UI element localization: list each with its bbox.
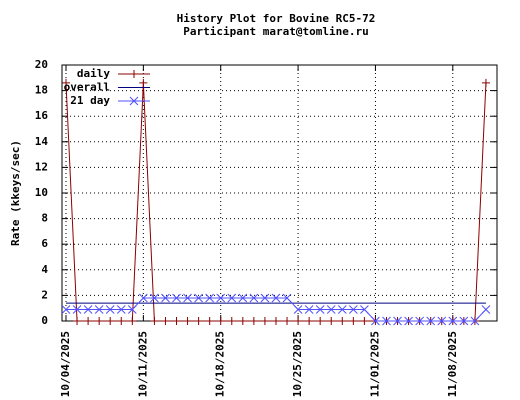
data-point xyxy=(249,293,259,303)
data-point xyxy=(426,316,436,326)
data-point xyxy=(294,317,303,325)
data-point xyxy=(338,317,347,325)
data-point xyxy=(415,316,424,326)
data-point xyxy=(62,78,70,87)
data-point xyxy=(205,293,215,303)
data-point xyxy=(326,305,336,314)
data-point xyxy=(360,305,369,314)
data-point xyxy=(61,305,71,314)
data-point xyxy=(183,317,192,325)
data-point xyxy=(116,305,126,314)
data-point xyxy=(448,316,458,326)
data-point xyxy=(150,317,159,325)
data-point xyxy=(139,78,148,87)
data-point xyxy=(283,317,292,325)
y-tick-label: 20 xyxy=(35,58,48,71)
data-point xyxy=(282,293,292,303)
data-point xyxy=(194,317,203,325)
y-tick-label: 6 xyxy=(41,237,48,250)
data-point xyxy=(459,316,469,326)
data-point xyxy=(481,305,491,314)
data-point xyxy=(404,316,413,326)
x-tick-label: 10/18/2025 xyxy=(214,331,227,397)
data-point xyxy=(238,317,247,325)
data-point xyxy=(293,305,303,314)
data-point xyxy=(106,317,115,325)
data-point xyxy=(238,293,248,303)
data-point xyxy=(216,293,226,303)
legend-marker xyxy=(130,70,138,78)
data-point xyxy=(73,317,82,325)
data-point xyxy=(360,317,369,325)
data-point xyxy=(161,293,170,303)
data-point xyxy=(305,317,314,325)
data-point xyxy=(172,293,181,303)
data-point xyxy=(470,316,480,326)
data-point xyxy=(161,317,170,325)
y-tick-label: 18 xyxy=(35,84,48,97)
data-point xyxy=(371,316,380,326)
data-point xyxy=(349,317,358,325)
data-point xyxy=(393,316,402,326)
legend-label: daily xyxy=(77,67,110,80)
data-point xyxy=(183,293,192,303)
data-point xyxy=(327,317,336,325)
legend-marker xyxy=(129,96,139,106)
chart-subtitle: Participant marat@tomline.ru xyxy=(183,25,368,38)
x-tick-label: 10/25/2025 xyxy=(291,331,304,397)
data-point xyxy=(83,305,93,314)
data-point xyxy=(437,316,447,326)
x-tick-label: 10/04/2025 xyxy=(59,331,72,397)
y-tick-label: 4 xyxy=(41,263,48,276)
data-point xyxy=(227,293,237,303)
data-point xyxy=(216,317,225,325)
data-point xyxy=(150,293,159,303)
y-tick-label: 14 xyxy=(35,135,49,148)
y-tick-label: 0 xyxy=(41,314,48,327)
y-axis-label: Rate (kkeys/sec) xyxy=(9,140,22,246)
y-tick-label: 8 xyxy=(41,212,48,225)
data-point xyxy=(172,317,181,325)
data-point xyxy=(105,305,115,314)
data-point xyxy=(205,317,214,325)
data-point xyxy=(260,293,270,303)
y-tick-label: 16 xyxy=(35,109,49,122)
data-point xyxy=(271,317,280,325)
data-point xyxy=(128,317,137,325)
x-tick-label: 11/01/2025 xyxy=(368,331,381,397)
y-tick-label: 10 xyxy=(35,186,48,199)
y-tick-label: 2 xyxy=(41,288,48,301)
data-point xyxy=(194,293,203,303)
data-point xyxy=(481,78,490,87)
data-point xyxy=(337,305,347,314)
data-point xyxy=(127,305,137,314)
data-point xyxy=(227,317,236,325)
data-point xyxy=(316,317,325,325)
data-point xyxy=(72,305,82,314)
data-point xyxy=(84,317,93,325)
data-point xyxy=(94,305,104,314)
data-point xyxy=(139,293,148,303)
legend-label: overall xyxy=(64,81,110,94)
data-point xyxy=(382,316,391,326)
data-point xyxy=(271,293,281,303)
legend-label: 21 day xyxy=(70,94,110,107)
data-point xyxy=(117,317,126,325)
data-point xyxy=(260,317,269,325)
data-point xyxy=(315,305,325,314)
y-tick-label: 12 xyxy=(35,160,48,173)
data-point xyxy=(348,305,358,314)
x-tick-label: 11/08/2025 xyxy=(446,331,459,397)
data-point xyxy=(304,305,314,314)
data-point xyxy=(95,317,104,325)
data-point xyxy=(249,317,258,325)
chart-title: History Plot for Bovine RC5-72 xyxy=(177,12,376,25)
x-tick-label: 10/11/2025 xyxy=(136,331,149,397)
